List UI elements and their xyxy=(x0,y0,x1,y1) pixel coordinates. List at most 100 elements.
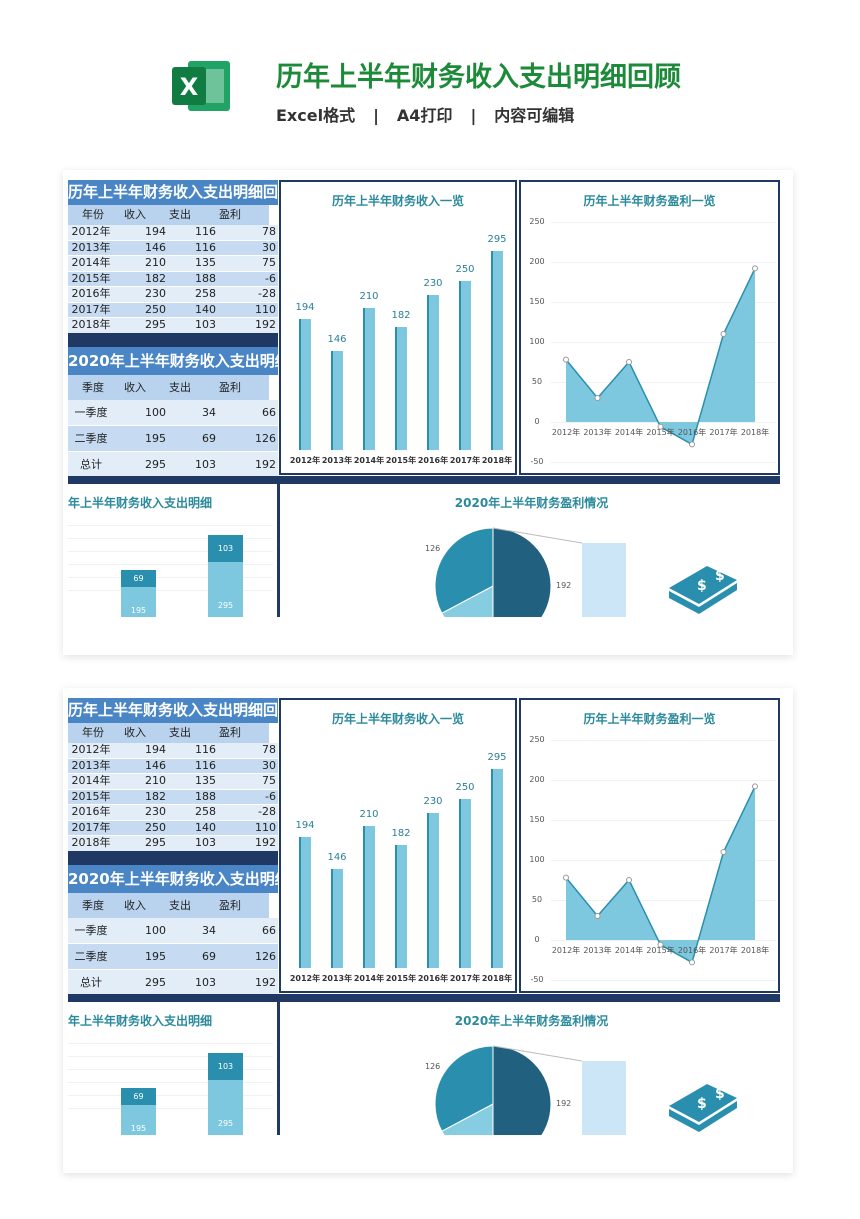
table-row: 2014年 210 135 75 xyxy=(68,256,278,271)
chart-title: 年上半年财务收入支出明细 xyxy=(68,1014,213,1028)
y-tick-label: 200 xyxy=(529,775,545,784)
table-row: 二季度 195 69 126 xyxy=(68,944,278,969)
table-row: 总计 295 103 192 xyxy=(68,970,278,995)
table-cell: 2013年 xyxy=(71,758,111,772)
table-cell: 100 xyxy=(145,406,166,419)
table-header: 收入 xyxy=(118,205,174,225)
y-tick-label: 200 xyxy=(529,257,545,266)
table-cell: 75 xyxy=(262,256,276,269)
profit-area-chart: 历年上半年财务盈利一览 250 200 150 100 50 0 -50 2012年 2013年 2… xyxy=(519,698,780,993)
data-point xyxy=(720,849,727,855)
tag-editable: 内容可编辑 xyxy=(494,106,575,125)
x-tick-label: 2012年 xyxy=(551,946,581,955)
data-point xyxy=(720,331,727,337)
table-row: 2018年 295 103 192 xyxy=(68,318,278,333)
table-cell: 135 xyxy=(195,256,216,269)
table-cell: 一季度 xyxy=(74,406,108,419)
x-tick-label: 2016年 xyxy=(677,428,707,437)
format-tags: Excel格式 | A4打印 | 内容可编辑 xyxy=(276,102,592,126)
table-cell: 2016年 xyxy=(71,805,111,818)
table2-title: 2020年上半年财务收入支出明细 xyxy=(68,347,278,375)
table-cell: 2013年 xyxy=(71,240,111,254)
x-tick-label: 2013年 xyxy=(583,946,612,955)
svg-text:$: $ xyxy=(715,1086,725,1102)
data-point xyxy=(626,359,632,365)
data-label: 194 xyxy=(295,302,315,314)
chart-title: 历年上半年财务收入一览 xyxy=(331,194,464,208)
data-point xyxy=(594,913,601,919)
table-cell: 2015年 xyxy=(71,271,111,285)
x-tick-label: 2017年 xyxy=(449,974,481,983)
bar xyxy=(331,351,343,450)
x-tick-label: 2016年 xyxy=(417,456,449,465)
data-label: 194 xyxy=(295,820,315,832)
x-tick-label: 2012年 xyxy=(551,428,581,437)
area-fill xyxy=(566,786,755,963)
table-cell: 146 xyxy=(145,758,166,772)
bar xyxy=(299,837,311,968)
x-tick-label: 2014年 xyxy=(614,428,644,437)
table-cell: 126 xyxy=(255,950,276,963)
table-cell: 总计 xyxy=(80,976,102,989)
y-tick-label: 0 xyxy=(534,935,540,944)
table-cell: 194 xyxy=(145,743,166,756)
money-icon: $$ xyxy=(669,566,737,614)
table-row: 二季度 195 69 126 xyxy=(68,426,278,451)
table-row: 2018年 295 103 192 xyxy=(68,836,278,851)
table-header: 支出 xyxy=(163,893,219,918)
bar xyxy=(363,826,375,968)
bar xyxy=(427,294,439,450)
tag-excel: Excel格式 xyxy=(276,106,356,125)
data-label: 146 xyxy=(327,334,347,346)
y-tick-label: 150 xyxy=(529,297,545,306)
table-cell: 66 xyxy=(262,406,276,419)
table-cell: 250 xyxy=(145,302,166,316)
bar xyxy=(395,845,407,968)
table-cell: 116 xyxy=(195,240,216,254)
table-cell: 116 xyxy=(195,743,216,756)
table-cell: 182 xyxy=(145,789,166,803)
table-header: 年份 xyxy=(68,723,118,743)
x-tick-label: 2017年 xyxy=(449,456,481,465)
y-tick-label: 250 xyxy=(529,217,545,226)
table-cell: 192 xyxy=(255,318,276,331)
data-label: 230 xyxy=(423,277,443,289)
table-cell: 二季度 xyxy=(74,432,108,445)
tag-sep: | xyxy=(373,106,379,125)
table-cell: -28 xyxy=(258,805,276,818)
table-cell: 258 xyxy=(195,287,216,300)
data-point xyxy=(752,265,758,272)
y-tick-label: 100 xyxy=(529,337,545,346)
bar xyxy=(363,308,375,450)
table-row: 一季度 100 34 66 xyxy=(68,918,278,943)
table-cell: 140 xyxy=(195,302,216,316)
x-tick-label: 2018年 xyxy=(481,974,513,983)
income-bar-chart: 历年上半年财务收入一览 194 2012年 146 2013年 210 2014年 182 20… xyxy=(279,180,517,475)
table-row: 2015年 182 188 -6 xyxy=(68,789,278,804)
table-cell: 295 xyxy=(145,836,166,849)
stack-segment-expense: 69 xyxy=(121,570,156,587)
x-tick-label: 2015年 xyxy=(646,946,675,955)
table-cell: 195 xyxy=(145,950,166,963)
chart-title: 2020年上半年财务盈利情况 xyxy=(454,496,609,510)
table-cell: 2014年 xyxy=(71,256,111,269)
page-title: 历年上半年财务收入支出明细回顾 xyxy=(276,62,681,93)
table-cell: 230 xyxy=(145,805,166,818)
y-tick-label: 150 xyxy=(529,815,545,824)
table-cell: -28 xyxy=(258,287,276,300)
table1-title: 历年上半年财务收入支出明细回顾 xyxy=(68,180,278,205)
bar-of-pie xyxy=(582,543,626,617)
x-tick-label: 2017年 xyxy=(709,428,738,437)
x-tick-label: 2014年 xyxy=(353,456,385,465)
x-tick-label: 2013年 xyxy=(583,428,612,437)
income-bar-chart: 历年上半年财务收入一览 194 2012年 146 2013年 210 2014年 182 20… xyxy=(279,698,517,993)
pie-slice-126 xyxy=(434,1045,494,1132)
table-cell: 66 xyxy=(262,924,276,937)
table-cell: 100 xyxy=(145,924,166,937)
x-tick-label: 2018年 xyxy=(481,456,513,465)
table-cell: 2017年 xyxy=(71,302,111,316)
stack-segment-expense: 69 xyxy=(121,1088,156,1105)
y-tick-label: 50 xyxy=(531,895,543,904)
stack-segment-income: 195 xyxy=(121,587,156,617)
table-cell: 34 xyxy=(202,924,216,937)
